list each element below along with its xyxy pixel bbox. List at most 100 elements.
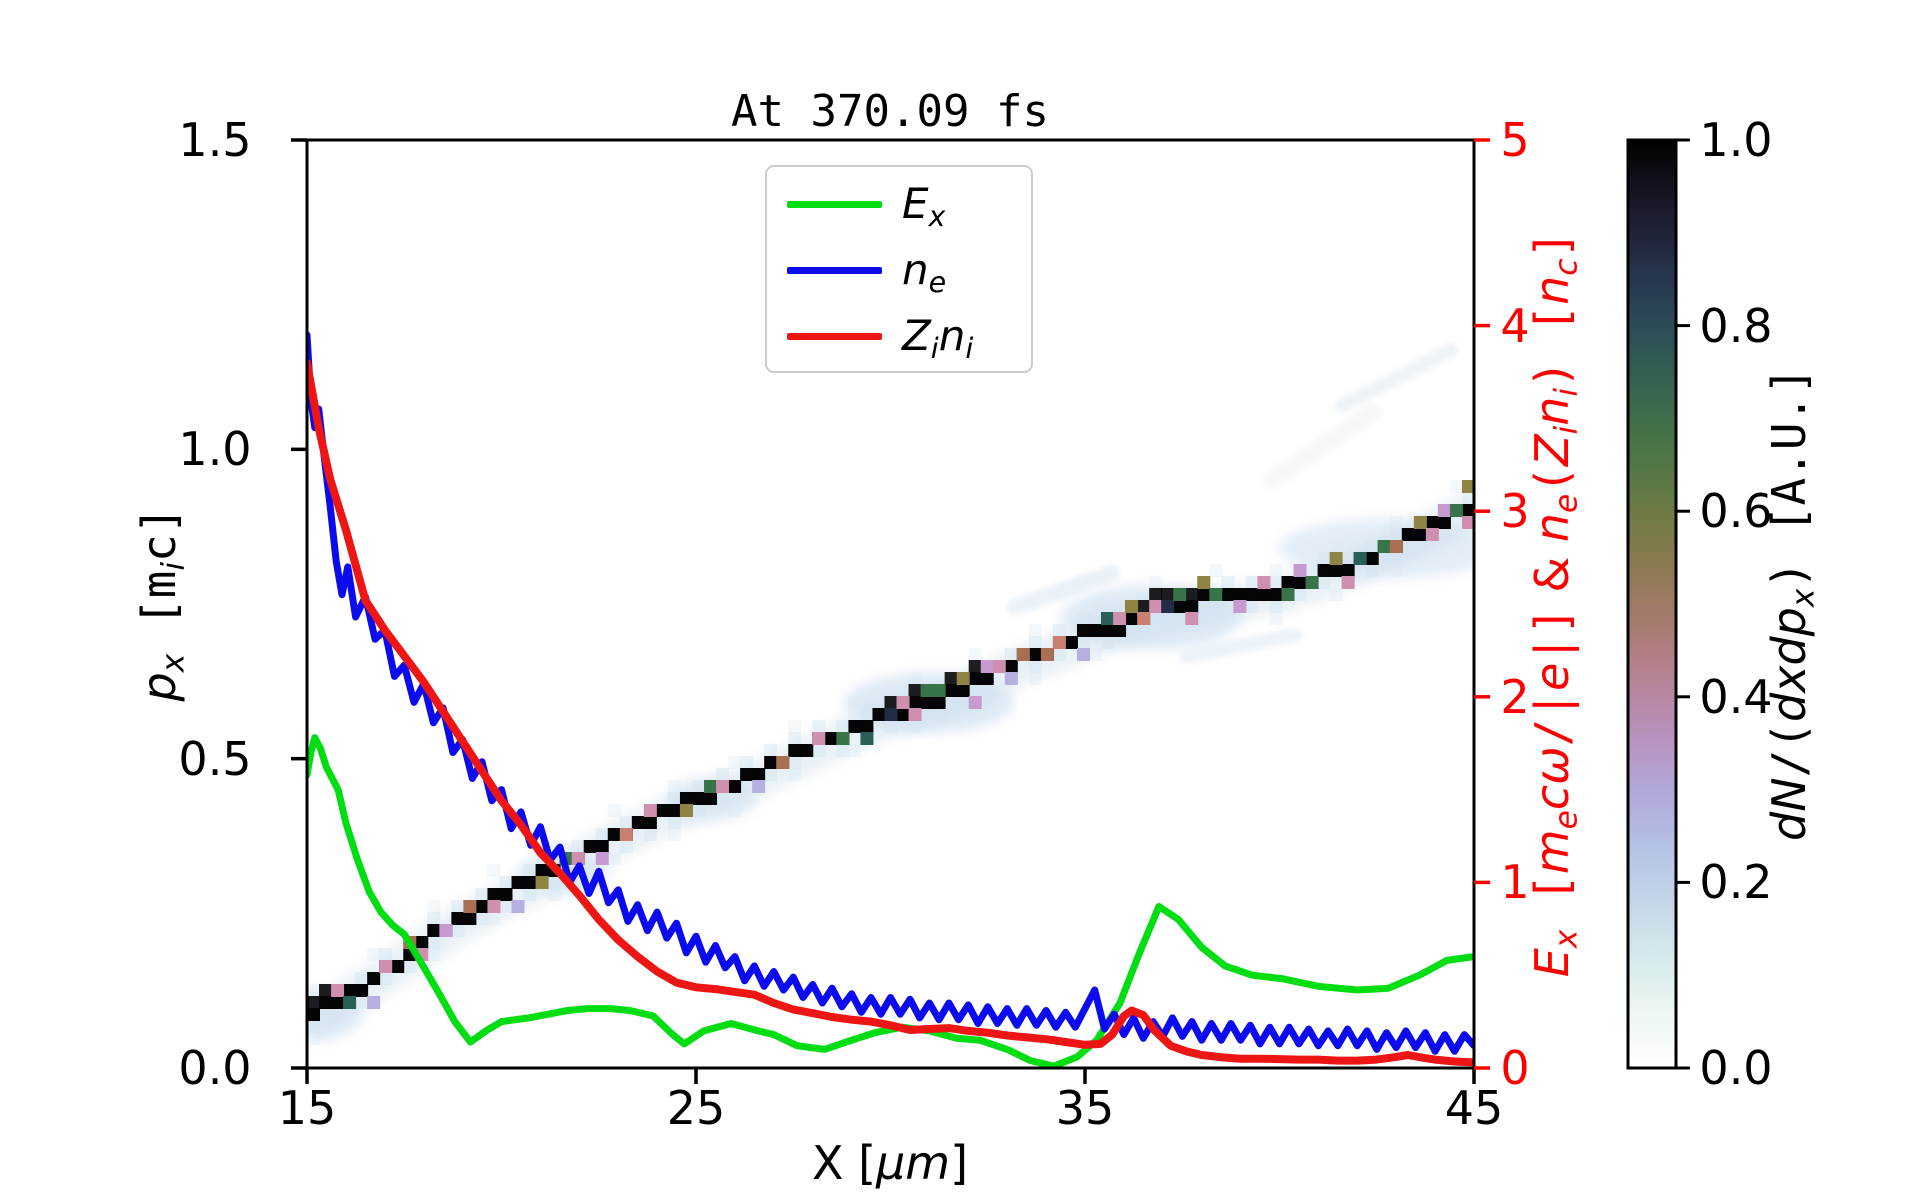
- band-cell-colored: [956, 672, 970, 685]
- band-cell: [535, 864, 549, 877]
- y-left-tick-label: 0.5: [178, 731, 252, 786]
- colorbar: [1626, 138, 1690, 1070]
- band-cell-colored: [643, 804, 657, 817]
- band-cell-colored: [1341, 576, 1355, 589]
- band-cell-colored: [752, 780, 766, 793]
- band-cell: [1125, 612, 1139, 625]
- band-cell-colored: [968, 696, 982, 709]
- y-left-tick-label: 1.0: [178, 422, 252, 477]
- band-cell-colored: [679, 804, 693, 817]
- band-cell: [956, 684, 970, 697]
- band-streak: [1334, 343, 1458, 414]
- band-cell-colored: [1353, 552, 1367, 565]
- band-cell: [631, 816, 645, 829]
- band-cell-colored: [439, 924, 453, 937]
- band-cell-colored: [535, 876, 549, 889]
- x-tick-label: 45: [1444, 1081, 1504, 1135]
- band-cell-colored: [1125, 600, 1139, 613]
- legend-line-ne: [787, 267, 882, 274]
- band-cell-colored: [932, 684, 946, 697]
- band-cell-colored: [511, 900, 525, 913]
- band-cell-colored: [463, 900, 477, 913]
- band-cell: [391, 960, 405, 973]
- band-cell: [307, 1008, 320, 1021]
- band-cell-colored: [1197, 576, 1211, 589]
- legend-label-Zini: Zini: [902, 311, 974, 365]
- band-streak: [1262, 403, 1382, 490]
- band-cell: [1461, 504, 1474, 517]
- band-cell: [1064, 636, 1078, 649]
- chart-title: At 370.09 fs: [731, 86, 1049, 137]
- band-cell: [1293, 576, 1307, 589]
- band-cell-colored: [1449, 504, 1463, 517]
- band-cell-colored: [884, 708, 898, 721]
- band-cell-colored: [716, 780, 730, 793]
- colorbar-tick-label: 1.0: [1699, 113, 1773, 167]
- band-cell: [740, 768, 754, 781]
- band-cell-colored: [1016, 648, 1030, 661]
- band-cell-colored: [1389, 540, 1403, 553]
- band-cell: [667, 804, 681, 817]
- y-right-tick-label: 4: [1500, 298, 1530, 353]
- band-cell: [896, 708, 910, 721]
- band-cell-colored: [1425, 528, 1439, 541]
- band-cell-colored: [908, 708, 922, 721]
- band-cell: [451, 912, 465, 925]
- band-cell-colored: [1004, 672, 1018, 685]
- colorbar-tick-label: 0.4: [1699, 669, 1773, 724]
- band-cell: [1076, 624, 1090, 637]
- band-cell: [1257, 588, 1271, 601]
- band-cell: [463, 912, 477, 925]
- band-cell: [1341, 564, 1355, 577]
- band-cell-colored: [343, 996, 357, 1009]
- band-cell: [1173, 600, 1187, 613]
- band-cell-colored: [1329, 552, 1343, 565]
- band-cell: [475, 900, 489, 913]
- band-cell-colored: [1233, 600, 1247, 613]
- band-cell: [752, 768, 766, 781]
- band-cell-colored: [487, 900, 501, 913]
- band-cell-colored: [920, 684, 934, 697]
- y-right-tick-label: 5: [1500, 113, 1530, 167]
- band-cell-colored: [1209, 588, 1223, 601]
- band-cell: [932, 696, 946, 709]
- band-cell: [1437, 516, 1451, 529]
- band-cell: [1089, 624, 1103, 637]
- band-cell: [920, 696, 934, 709]
- band-cell: [872, 708, 886, 721]
- band-cell-colored: [619, 828, 633, 841]
- band-cell-colored: [860, 732, 874, 745]
- legend-label-ne: ne: [902, 245, 947, 299]
- band-cell: [980, 672, 994, 685]
- curve-Zini: [307, 358, 1474, 1067]
- band-cell-colored: [1113, 612, 1127, 625]
- band-cell-colored: [1461, 516, 1474, 529]
- band-cell: [691, 792, 705, 805]
- band-cell: [1185, 600, 1199, 613]
- band-cell: [1365, 552, 1379, 565]
- phase-space-heatmap: [307, 343, 1474, 1045]
- band-cell: [1233, 588, 1247, 601]
- band-cell: [511, 876, 525, 889]
- band-cell: [427, 924, 441, 937]
- y-right-tick-label: 0: [1500, 1041, 1530, 1095]
- band-cell-colored: [896, 696, 910, 709]
- band-cell: [655, 804, 669, 817]
- x-tick-label: 15: [277, 1081, 337, 1135]
- colorbar-label: dN/(dxdpx) [A.U.]: [1761, 367, 1822, 841]
- y-left-tick-label: 1.5: [178, 113, 252, 167]
- band-cell: [860, 720, 874, 733]
- band-cell: [1317, 564, 1331, 577]
- band-cell: [499, 888, 513, 901]
- colorbar-tick-label: 0.0: [1699, 1041, 1773, 1095]
- band-cell: [908, 696, 922, 709]
- band-cell: [415, 936, 429, 949]
- band-cell-colored: [1076, 648, 1090, 661]
- band-cell: [583, 840, 597, 853]
- x-tick-label: 35: [1055, 1081, 1115, 1135]
- band-cell-colored: [1040, 648, 1054, 661]
- band-cell: [1197, 588, 1211, 601]
- band-cell-colored: [1161, 600, 1175, 613]
